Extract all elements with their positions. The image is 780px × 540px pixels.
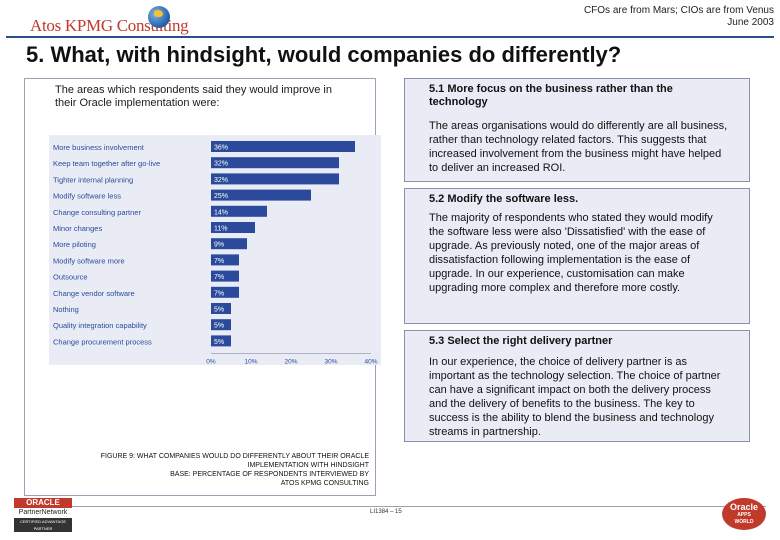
caption-line-4: ATOS KPMG CONSULTING	[280, 480, 369, 487]
bar-value-label: 32%	[214, 177, 228, 184]
category-label: Quality integration capability	[53, 321, 147, 330]
bar-value-label: 5%	[214, 323, 224, 330]
bar-value-label: 32%	[214, 161, 228, 168]
bar	[211, 254, 239, 266]
bar-chart: More business involvement 36% Keep team to…	[53, 141, 378, 365]
caption-line-1: FIGURE 9: WHAT COMPANIES WOULD DO DIFFER…	[100, 453, 369, 460]
footer-divider	[14, 506, 766, 507]
category-label: Change vendor software	[53, 289, 135, 298]
x-tick-label: 10%	[244, 359, 257, 365]
page-title: 5. What, with hindsight, would companies…	[26, 42, 622, 67]
oracle-partner-logo: ORACLE PartnerNetwork CERTIFIED ADVANTAG…	[14, 498, 72, 532]
bar	[211, 157, 339, 169]
category-label: Modify software more	[53, 256, 125, 265]
apps-logo-top: Oracle	[729, 502, 759, 512]
figure-caption: FIGURE 9: WHAT COMPANIES WOULD DO DIFFER…	[55, 452, 369, 488]
category-label: Keep team together after go-live	[53, 159, 160, 168]
apps-logo-mid: APPS	[737, 512, 751, 518]
category-label: Minor changes	[53, 224, 102, 233]
bar	[211, 319, 231, 331]
bar-value-label: 14%	[214, 209, 228, 216]
bar	[211, 205, 267, 217]
page-number: LI1384 – 15	[370, 509, 402, 515]
x-tick-label: 20%	[284, 359, 297, 365]
bar	[211, 335, 231, 347]
section-5-1: 5.1 More focus on the business rather th…	[404, 78, 750, 182]
bar	[211, 286, 239, 298]
bar-value-label: 5%	[214, 339, 224, 346]
bar-value-label: 7%	[214, 258, 224, 265]
bar-value-label: 7%	[214, 290, 224, 297]
bar	[211, 189, 311, 201]
bar-value-label: 7%	[214, 274, 224, 281]
certified-badge: CERTIFIED ADVANTAGE PARTNER	[14, 518, 72, 532]
category-label: More business involvement	[53, 143, 145, 152]
section-5-2: 5.2 Modify the software less. The majori…	[404, 188, 750, 324]
globe-icon	[148, 6, 170, 28]
category-label: Change procurement process	[53, 337, 152, 346]
section-heading: 5.3 Select the right delivery partner	[429, 335, 613, 347]
bar-value-label: 36%	[214, 145, 228, 152]
section-body: The areas organisations would do differe…	[429, 120, 728, 174]
bar	[211, 303, 231, 314]
header-subtitle: CFOs are from Mars; CIOs are from Venus	[583, 5, 774, 16]
bar	[211, 173, 339, 185]
caption-line-3: BASE: PERCENTAGE OF RESPONDENTS INTERVIE…	[170, 471, 369, 478]
header-date: June 2003	[727, 17, 774, 28]
x-tick-label: 30%	[324, 359, 337, 365]
category-label: More piloting	[53, 240, 96, 249]
section-heading: 5.1 More focus on the business rather th…	[429, 83, 673, 108]
bar	[211, 141, 355, 152]
bar	[211, 222, 255, 233]
category-label: Modify software less	[53, 192, 121, 201]
bar	[211, 270, 239, 282]
category-label: Tighter internal planning	[53, 175, 133, 184]
section-body: The majority of respondents who stated t…	[429, 212, 713, 294]
oracle-apps-world-logo: Oracle APPS WORLD	[722, 498, 766, 530]
category-label: Nothing	[53, 305, 79, 314]
chart-intro: The areas which respondents said they wo…	[55, 84, 332, 109]
header-divider	[6, 36, 774, 38]
apps-logo-bottom: WORLD	[734, 519, 754, 525]
category-label: Change consulting partner	[53, 208, 141, 217]
section-heading: 5.2 Modify the software less.	[429, 193, 579, 205]
atos-kpmg-logo: Atos KPMG Consulting	[30, 6, 189, 40]
partner-network-label: PartnerNetwork	[18, 509, 68, 516]
x-tick-label: 0%	[206, 359, 216, 365]
x-tick-label: 40%	[364, 359, 377, 365]
bar-value-label: 25%	[214, 193, 228, 200]
oracle-wordmark: ORACLE	[14, 498, 72, 508]
category-label: Outsource	[53, 273, 88, 282]
bar	[211, 238, 247, 250]
header-meta: CFOs are from Mars; CIOs are from Venus …	[584, 5, 774, 29]
section-5-3: 5.3 Select the right delivery partner In…	[404, 330, 750, 442]
bar-value-label: 9%	[214, 242, 224, 249]
caption-line-2: IMPLEMENTATION WITH HINDSIGHT	[247, 462, 369, 469]
bar-value-label: 11%	[214, 226, 228, 233]
bar-value-label: 5%	[214, 307, 224, 314]
chart-panel: The areas which respondents said they wo…	[24, 78, 381, 496]
chart-area: More business involvement 36% Keep team to…	[49, 135, 381, 365]
section-body: In our experience, the choice of deliver…	[429, 356, 721, 438]
